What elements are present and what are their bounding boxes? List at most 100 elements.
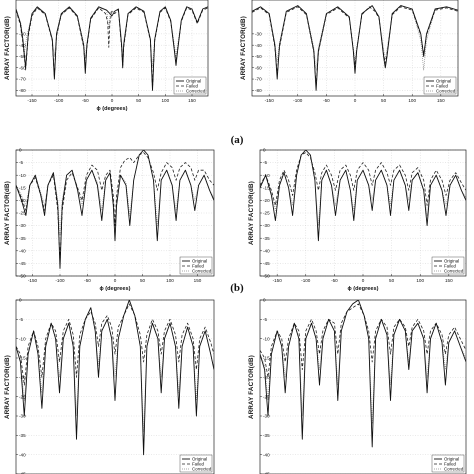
series-group: [16, 300, 214, 456]
y-tick-label: 0: [19, 298, 22, 303]
x-axis-label: ϕ (degrees): [97, 106, 128, 112]
y-tick-label: -35: [263, 433, 270, 438]
x-tick-label: 150: [188, 98, 196, 103]
chart-3: -150 -100 -50 0 50 100 150 0 -5 -10 -15 -20 -25 -30 -3…: [4, 148, 215, 292]
y-tick-label: 0: [263, 148, 266, 153]
panel-label-b: (b): [230, 282, 244, 294]
y-tick-label: -15: [263, 185, 270, 190]
y-tick-label: -50: [255, 54, 262, 59]
legend-label: Failed: [436, 84, 449, 89]
chart-2: -150 -100 -50 0 50 100 150 -30 -40 -50 -60 -70 -80 AR…: [240, 0, 459, 103]
y-tick-label: -30: [255, 31, 262, 36]
series-group: [16, 150, 214, 269]
legend-label: Corrected: [444, 269, 464, 274]
y-axis-label: ARRAY FACTOR(dB): [240, 16, 247, 80]
x-tick-label: -50: [82, 98, 89, 103]
y-tick-label: -45: [263, 261, 270, 266]
x-tick-label: -150: [28, 278, 38, 283]
legend-label: Original: [444, 259, 459, 264]
series-line-original: [260, 150, 466, 242]
x-tick-label: -50: [323, 98, 330, 103]
x-tick-label: 50: [136, 98, 142, 103]
x-tick-label: 150: [437, 98, 445, 103]
x-tick-label: 100: [416, 278, 424, 283]
y-tick-label: -20: [19, 375, 26, 380]
legend-label: Original: [436, 79, 451, 84]
y-tick-label: -30: [19, 223, 26, 228]
y-tick-label: -60: [19, 65, 26, 70]
legend-label: Corrected: [436, 89, 456, 94]
legend-label: Original: [186, 79, 201, 84]
y-tick-label: -40: [19, 452, 26, 457]
x-tick-label: -150: [273, 278, 283, 283]
series-line-failed: [16, 7, 208, 89]
y-tick-label: -50: [19, 54, 26, 59]
legend-label: Original: [192, 457, 207, 462]
y-axis-label: ARRAY FACTOR(dB): [248, 181, 255, 245]
legend-label: Failed: [186, 84, 199, 89]
series-group: [252, 5, 458, 91]
x-tick-label: 50: [389, 278, 395, 283]
x-tick-label: -100: [55, 278, 65, 283]
x-tick-label: 0: [354, 98, 357, 103]
x-tick-label: -150: [265, 98, 275, 103]
y-tick-label: -35: [19, 236, 26, 241]
panel-label-a: (a): [231, 134, 244, 146]
legend-label: Failed: [192, 264, 205, 269]
x-tick-label: 100: [166, 278, 174, 283]
y-tick-label: 0: [263, 298, 266, 303]
series-line-original: [16, 300, 214, 456]
series-line-original: [260, 300, 466, 448]
x-tick-label: -100: [301, 278, 311, 283]
y-tick-label: -40: [263, 248, 270, 253]
y-tick-label: -15: [19, 356, 26, 361]
legend-label: Failed: [192, 462, 205, 467]
x-tick-label: -100: [54, 98, 64, 103]
y-tick-label: -25: [19, 394, 26, 399]
y-tick-label: -45: [19, 472, 26, 474]
x-tick-label: 100: [408, 98, 416, 103]
y-tick-label: -40: [19, 43, 26, 48]
y-axis-label: ARRAY FACTOR(dB): [4, 355, 11, 419]
x-axis-label: ϕ (degrees): [348, 286, 379, 292]
series-line-original: [252, 5, 458, 91]
y-tick-label: -30: [263, 223, 270, 228]
x-tick-label: 0: [362, 278, 365, 283]
x-tick-label: -100: [293, 98, 303, 103]
x-tick-label: -50: [84, 278, 91, 283]
x-tick-label: -150: [27, 98, 37, 103]
y-tick-label: -60: [255, 65, 262, 70]
chart-5: 0 -5 -10 -15 -20 -25 -30 -35 -40 -45 ARRAY FACTOR(…: [4, 298, 215, 474]
y-tick-label: -25: [263, 394, 270, 399]
y-tick-label: -25: [263, 211, 270, 216]
legend-label: Failed: [444, 462, 457, 467]
y-tick-label: -20: [19, 198, 26, 203]
y-tick-label: -50: [263, 274, 270, 279]
series-line-original: [16, 150, 214, 269]
y-tick-label: -10: [19, 173, 26, 178]
y-tick-label: -80: [255, 88, 262, 93]
x-tick-label: 50: [381, 98, 387, 103]
plot-frame: [259, 299, 467, 474]
y-tick-label: -5: [19, 160, 24, 165]
y-tick-label: -30: [263, 414, 270, 419]
y-tick-label: -40: [263, 452, 270, 457]
legend-label: Corrected: [192, 269, 212, 274]
y-tick-label: -25: [19, 211, 26, 216]
legend-label: Corrected: [186, 89, 206, 94]
x-tick-label: 0: [111, 98, 114, 103]
y-tick-label: -10: [263, 173, 270, 178]
x-tick-label: 0: [114, 278, 117, 283]
y-tick-label: -35: [263, 236, 270, 241]
series-line-original: [16, 6, 208, 91]
series-line-corrected: [16, 150, 214, 237]
series-group: [16, 6, 208, 91]
y-tick-label: -70: [19, 77, 26, 82]
legend-label: Corrected: [192, 467, 212, 472]
